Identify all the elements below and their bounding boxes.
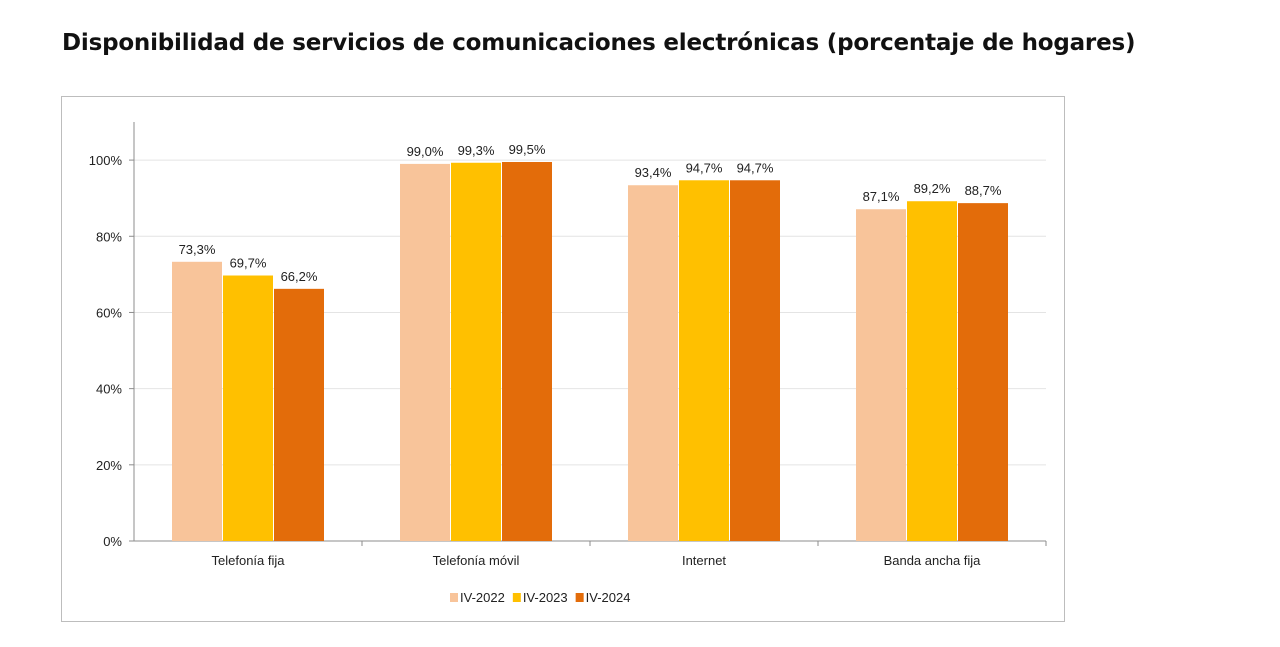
bar [856, 209, 906, 541]
legend-swatch [575, 593, 584, 602]
bar [223, 275, 273, 541]
data-label: 93,4% [635, 165, 672, 180]
bar [730, 180, 780, 541]
data-label: 89,2% [914, 181, 951, 196]
y-tick-label: 20% [96, 458, 122, 473]
bar [400, 163, 450, 541]
data-label: 73,3% [179, 242, 216, 257]
y-tick-label: 60% [96, 305, 122, 320]
bar-chart: 0% 20% 40% 60% 80% 100% 73,3% 69,7% 66,2% Telefon… [89, 122, 1047, 605]
chart-frame: 0% 20% 40% 60% 80% 100% 73,3% 69,7% 66,2% Telefon… [61, 96, 1065, 622]
data-label: 87,1% [863, 189, 900, 204]
data-label: 94,7% [737, 160, 774, 175]
legend-label: IV-2024 [586, 590, 631, 605]
data-label: 66,2% [281, 269, 318, 284]
y-tick-label: 40% [96, 382, 122, 397]
x-tick-label: Telefonía móvil [433, 553, 520, 568]
legend-label: IV-2022 [460, 590, 505, 605]
x-tick-label: Banda ancha fija [884, 553, 982, 568]
data-label: 69,7% [230, 256, 267, 271]
legend-swatch [512, 593, 521, 602]
bar [172, 261, 222, 541]
y-tick-label: 80% [96, 229, 122, 244]
bar [679, 180, 729, 541]
x-tick-label: Internet [682, 553, 726, 568]
x-tick-label: Telefonía fija [212, 553, 286, 568]
y-tick-label: 100% [89, 153, 123, 168]
page-title: Disponibilidad de servicios de comunicac… [62, 30, 1136, 56]
bar [907, 201, 957, 541]
bar [274, 288, 324, 541]
data-label: 99,5% [509, 142, 546, 157]
data-label: 99,3% [458, 143, 495, 158]
y-tick-label: 0% [103, 534, 122, 549]
bar [628, 185, 678, 542]
legend-swatch [450, 593, 458, 602]
legend-label: IV-2023 [523, 590, 568, 605]
data-label: 88,7% [965, 183, 1002, 198]
bar [502, 161, 552, 541]
data-label: 94,7% [686, 160, 723, 175]
data-label: 99,0% [407, 144, 444, 159]
bar [958, 203, 1008, 541]
bar [451, 162, 501, 541]
